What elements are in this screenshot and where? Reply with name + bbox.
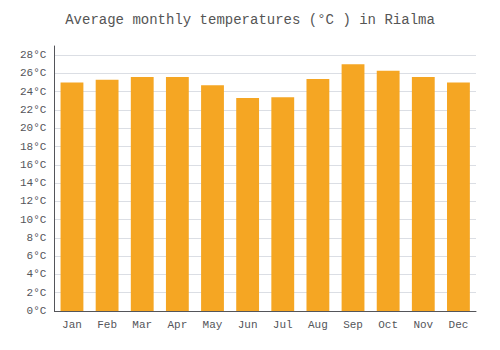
svg-text:Sep: Sep xyxy=(343,319,363,331)
svg-text:Average monthly temperatures (: Average monthly temperatures (°C ) in Ri… xyxy=(65,12,435,28)
svg-text:20°C: 20°C xyxy=(20,122,47,134)
svg-text:Aug: Aug xyxy=(308,319,328,331)
svg-text:Jan: Jan xyxy=(62,319,82,331)
svg-text:Feb: Feb xyxy=(97,319,117,331)
svg-text:Oct: Oct xyxy=(378,319,398,331)
svg-text:22°C: 22°C xyxy=(20,104,47,116)
svg-text:6°C: 6°C xyxy=(27,250,47,262)
svg-text:10°C: 10°C xyxy=(20,214,47,226)
svg-text:28°C: 28°C xyxy=(20,49,47,61)
svg-text:Apr: Apr xyxy=(167,319,187,331)
svg-text:12°C: 12°C xyxy=(20,195,47,207)
svg-text:8°C: 8°C xyxy=(27,232,47,244)
svg-text:18°C: 18°C xyxy=(20,141,47,153)
svg-text:May: May xyxy=(203,319,223,331)
svg-text:16°C: 16°C xyxy=(20,159,47,171)
svg-text:2°C: 2°C xyxy=(27,287,47,299)
svg-text:Dec: Dec xyxy=(449,319,469,331)
svg-text:4°C: 4°C xyxy=(27,268,47,280)
svg-text:24°C: 24°C xyxy=(20,86,47,98)
svg-text:Jun: Jun xyxy=(238,319,258,331)
svg-text:Jul: Jul xyxy=(273,319,293,331)
svg-text:0°C: 0°C xyxy=(27,305,47,317)
svg-text:14°C: 14°C xyxy=(20,177,47,189)
svg-text:Nov: Nov xyxy=(413,319,433,331)
svg-text:26°C: 26°C xyxy=(20,67,47,79)
svg-text:Mar: Mar xyxy=(132,319,152,331)
